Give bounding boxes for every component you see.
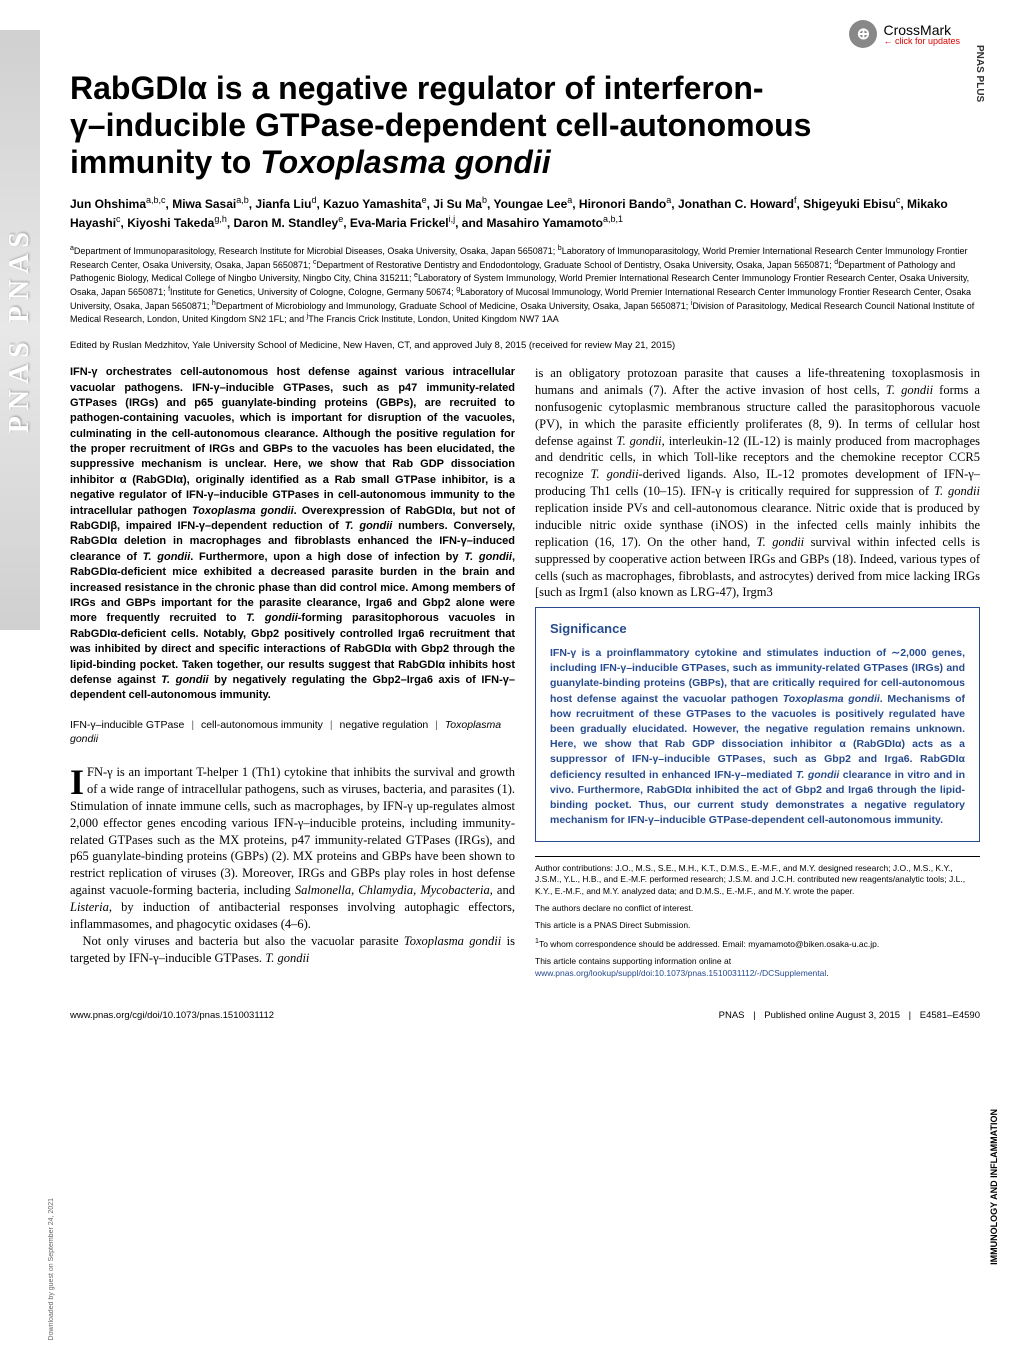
footer-right: PNAS | Published online August 3, 2015 |… bbox=[719, 1010, 980, 1021]
pnas-plus-label: PNAS PLUS bbox=[974, 45, 985, 102]
intro-body: IFN-γ is an important T-helper 1 (Th1) c… bbox=[70, 764, 515, 967]
author-contributions: Author contributions: J.O., M.S., S.E., … bbox=[535, 863, 980, 899]
keyword-sep: | bbox=[330, 719, 333, 731]
title-line1: RabGDIα is a negative regulator of inter… bbox=[70, 70, 764, 106]
conflict-statement: The authors declare no conflict of inter… bbox=[535, 903, 980, 915]
author-list: Jun Ohshimaa,b,c, Miwa Sasaia,b, Jianfa … bbox=[70, 194, 980, 232]
intro-p1: IFN-γ is an important T-helper 1 (Th1) c… bbox=[70, 764, 515, 933]
section-side-label: IMMUNOLOGY AND INFLAMMATION bbox=[989, 1109, 1000, 1265]
page-footer: www.pnas.org/cgi/doi/10.1073/pnas.151003… bbox=[70, 1004, 980, 1021]
keyword-1: cell-autonomous immunity bbox=[201, 719, 323, 731]
footnotes: Author contributions: J.O., M.S., S.E., … bbox=[535, 856, 980, 980]
footer-date: Published online August 3, 2015 bbox=[764, 1010, 900, 1021]
significance-box: Significance IFN-γ is a proinflammatory … bbox=[535, 607, 980, 841]
right-column: is an obligatory protozoan parasite that… bbox=[535, 365, 980, 984]
footer-sep: | bbox=[753, 1010, 755, 1021]
intro-col2-p: is an obligatory protozoan parasite that… bbox=[535, 365, 980, 601]
keyword-sep: | bbox=[435, 719, 438, 731]
crossmark-main: CrossMark bbox=[883, 23, 960, 37]
two-column-layout: IFN-γ orchestrates cell-autonomous host … bbox=[70, 365, 980, 984]
intro-p2: Not only viruses and bacteria but also t… bbox=[70, 933, 515, 967]
correspondence: 1To whom correspondence should be addres… bbox=[535, 937, 980, 951]
abstract: IFN-γ orchestrates cell-autonomous host … bbox=[70, 365, 515, 704]
download-note: Downloaded by guest on September 24, 202… bbox=[48, 1198, 55, 1340]
significance-title: Significance bbox=[550, 620, 965, 638]
footer-pnas: PNAS bbox=[719, 1010, 745, 1021]
keyword-2: negative regulation bbox=[340, 719, 429, 731]
article-title: RabGDIα is a negative regulator of inter… bbox=[70, 70, 980, 180]
dropcap-I: I bbox=[70, 764, 87, 798]
crossmark-widget[interactable]: ⊕ CrossMark ← click for updates bbox=[849, 20, 960, 48]
footer-doi: www.pnas.org/cgi/doi/10.1073/pnas.151003… bbox=[70, 1010, 274, 1021]
affiliations: aDepartment of Immunoparasitology, Resea… bbox=[70, 244, 980, 326]
keyword-sep: | bbox=[191, 719, 194, 731]
pnas-sidebar-logo: PNAS PNAS bbox=[0, 30, 40, 630]
supp-pre: This article contains supporting informa… bbox=[535, 956, 731, 966]
footer-sep: | bbox=[909, 1010, 911, 1021]
title-line3: immunity to bbox=[70, 144, 260, 180]
intro-p1-text: FN-γ is an important T-helper 1 (Th1) cy… bbox=[70, 765, 515, 931]
crossmark-text: CrossMark ← click for updates bbox=[883, 23, 960, 46]
supplemental-info: This article contains supporting informa… bbox=[535, 956, 980, 980]
left-column: IFN-γ orchestrates cell-autonomous host … bbox=[70, 365, 515, 984]
sidebar-logo-text: PNAS PNAS bbox=[4, 226, 36, 433]
supp-link[interactable]: www.pnas.org/lookup/suppl/doi:10.1073/pn… bbox=[535, 968, 826, 978]
significance-body: IFN-γ is a proinflammatory cytokine and … bbox=[550, 646, 965, 829]
edited-by-line: Edited by Ruslan Medzhitov, Yale Univers… bbox=[70, 340, 980, 351]
keywords: IFN-γ–inducible GTPase | cell-autonomous… bbox=[70, 718, 515, 746]
crossmark-icon: ⊕ bbox=[849, 20, 877, 48]
direct-submission: This article is a PNAS Direct Submission… bbox=[535, 920, 980, 932]
title-italic: Toxoplasma gondii bbox=[260, 144, 550, 180]
footer-pages: E4581–E4590 bbox=[920, 1010, 980, 1021]
page-container: PNAS PNAS ⊕ CrossMark ← click for update… bbox=[0, 0, 1020, 1365]
footnote-rule bbox=[535, 856, 980, 857]
title-line2: γ–inducible GTPase-dependent cell-autono… bbox=[70, 107, 811, 143]
supp-post: . bbox=[826, 968, 828, 978]
intro-body-continued: is an obligatory protozoan parasite that… bbox=[535, 365, 980, 601]
crossmark-sub: ← click for updates bbox=[883, 37, 960, 46]
side-label-text: IMMUNOLOGY AND INFLAMMATION bbox=[989, 1109, 999, 1265]
keyword-0: IFN-γ–inducible GTPase bbox=[70, 719, 184, 731]
